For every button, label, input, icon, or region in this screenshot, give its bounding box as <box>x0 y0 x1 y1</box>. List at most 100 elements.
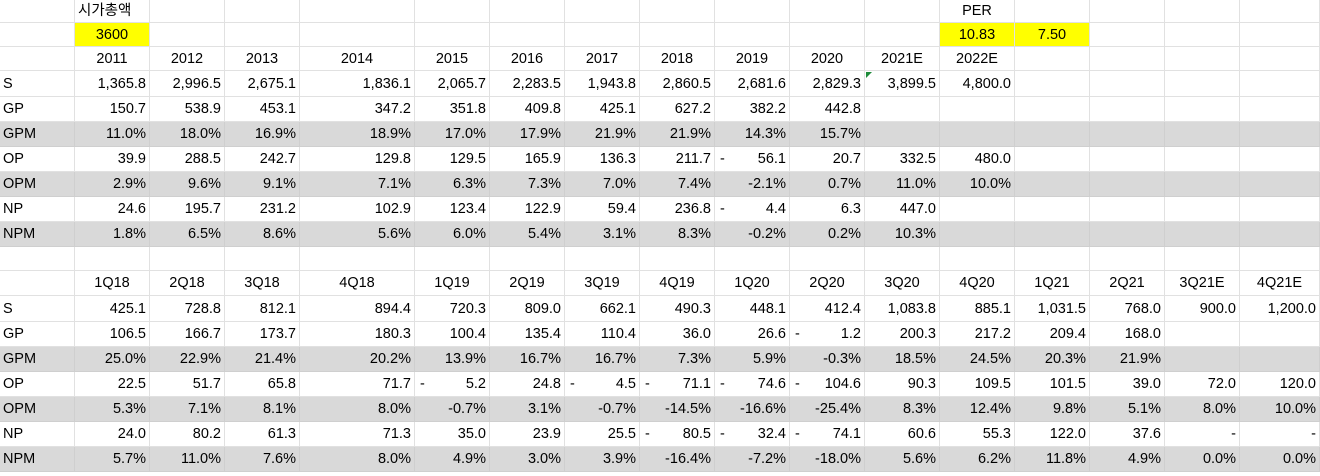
data-cell[interactable]: 11.0% <box>865 172 940 197</box>
data-cell[interactable]: 25.0% <box>75 347 150 372</box>
data-cell[interactable]: 129.8 <box>300 147 415 172</box>
empty-cell[interactable] <box>1015 71 1090 97</box>
empty-cell[interactable] <box>225 247 300 271</box>
quarter-header[interactable]: 4Q21E <box>1240 271 1320 296</box>
data-cell[interactable]: 9.8% <box>1015 397 1090 422</box>
empty-cell[interactable] <box>1240 197 1320 222</box>
empty-cell[interactable] <box>1015 47 1090 71</box>
data-cell[interactable]: 1,200.0 <box>1240 296 1320 322</box>
data-cell[interactable]: - 80.5 <box>640 422 715 447</box>
row-label[interactable]: GPM <box>0 122 75 147</box>
data-cell[interactable]: 24.6 <box>75 197 150 222</box>
empty-cell[interactable] <box>75 247 150 271</box>
empty-cell[interactable] <box>1165 172 1240 197</box>
empty-cell[interactable] <box>1165 47 1240 71</box>
data-cell[interactable]: 80.2 <box>150 422 225 447</box>
data-cell[interactable]: - 71.1 <box>640 372 715 397</box>
quarter-header[interactable]: 1Q21 <box>1015 271 1090 296</box>
data-cell[interactable]: -0.7% <box>565 397 640 422</box>
year-header[interactable]: 2018 <box>640 47 715 71</box>
data-cell[interactable] <box>940 97 1015 122</box>
empty-cell[interactable] <box>1090 172 1165 197</box>
empty-cell[interactable] <box>150 0 225 23</box>
data-cell[interactable]: 22.5 <box>75 372 150 397</box>
data-cell[interactable]: 55.3 <box>940 422 1015 447</box>
data-cell[interactable]: 2,675.1 <box>225 71 300 97</box>
data-cell[interactable] <box>940 122 1015 147</box>
data-cell[interactable]: 2,283.5 <box>490 71 565 97</box>
data-cell[interactable] <box>865 97 940 122</box>
empty-cell[interactable] <box>1240 247 1320 271</box>
data-cell[interactable]: 100.4 <box>415 322 490 347</box>
data-cell[interactable]: 442.8 <box>790 97 865 122</box>
data-cell[interactable]: 12.4% <box>940 397 1015 422</box>
empty-cell[interactable] <box>1165 97 1240 122</box>
data-cell[interactable]: 65.8 <box>225 372 300 397</box>
empty-cell[interactable] <box>940 247 1015 271</box>
data-cell[interactable]: 3.1% <box>490 397 565 422</box>
empty-cell[interactable] <box>1015 97 1090 122</box>
empty-cell[interactable] <box>225 23 300 47</box>
data-cell[interactable]: 11.0% <box>150 447 225 472</box>
data-cell[interactable]: 106.5 <box>75 322 150 347</box>
data-cell[interactable]: 39.9 <box>75 147 150 172</box>
data-cell[interactable]: 8.3% <box>640 222 715 247</box>
data-cell[interactable] <box>1165 347 1240 372</box>
data-cell[interactable] <box>940 222 1015 247</box>
year-header[interactable]: 2014 <box>300 47 415 71</box>
data-cell[interactable]: 768.0 <box>1090 296 1165 322</box>
data-cell[interactable]: 150.7 <box>75 97 150 122</box>
data-cell[interactable]: 18.9% <box>300 122 415 147</box>
empty-cell[interactable] <box>300 0 415 23</box>
data-cell[interactable]: 21.9% <box>565 122 640 147</box>
data-cell[interactable]: 22.9% <box>150 347 225 372</box>
row-label[interactable]: OP <box>0 372 75 397</box>
data-cell[interactable]: 5.6% <box>865 447 940 472</box>
quarter-header[interactable]: 4Q19 <box>640 271 715 296</box>
data-cell[interactable]: -25.4% <box>790 397 865 422</box>
data-cell[interactable]: 11.8% <box>1015 447 1090 472</box>
data-cell[interactable]: 122.0 <box>1015 422 1090 447</box>
row-label[interactable]: NP <box>0 422 75 447</box>
data-cell[interactable]: -18.0% <box>790 447 865 472</box>
data-cell[interactable]: 3.1% <box>565 222 640 247</box>
quarter-header[interactable]: 1Q20 <box>715 271 790 296</box>
empty-cell[interactable] <box>715 23 790 47</box>
data-cell[interactable]: 123.4 <box>415 197 490 222</box>
data-cell[interactable] <box>1240 347 1320 372</box>
data-cell[interactable]: 2,829.3 <box>790 71 865 97</box>
data-cell[interactable]: 7.4% <box>640 172 715 197</box>
empty-cell[interactable] <box>790 0 865 23</box>
data-cell[interactable]: 231.2 <box>225 197 300 222</box>
data-cell[interactable]: 7.3% <box>640 347 715 372</box>
data-cell[interactable]: 23.9 <box>490 422 565 447</box>
market-cap-value[interactable]: 3600 <box>75 23 150 47</box>
year-header[interactable]: 2016 <box>490 47 565 71</box>
data-cell[interactable]: 72.0 <box>1165 372 1240 397</box>
data-cell[interactable]: 129.5 <box>415 147 490 172</box>
data-cell[interactable]: 332.5 <box>865 147 940 172</box>
data-cell[interactable]: 90.3 <box>865 372 940 397</box>
quarter-header[interactable]: 3Q21E <box>1165 271 1240 296</box>
data-cell[interactable]: 59.4 <box>565 197 640 222</box>
data-cell[interactable]: 728.8 <box>150 296 225 322</box>
data-cell[interactable]: 15.7% <box>790 122 865 147</box>
data-cell[interactable]: 200.3 <box>865 322 940 347</box>
data-cell[interactable]: 6.0% <box>415 222 490 247</box>
empty-cell[interactable] <box>0 47 75 71</box>
data-cell[interactable]: 18.0% <box>150 122 225 147</box>
data-cell[interactable]: 17.0% <box>415 122 490 147</box>
data-cell[interactable]: 20.7 <box>790 147 865 172</box>
empty-cell[interactable] <box>1165 222 1240 247</box>
data-cell[interactable]: 242.7 <box>225 147 300 172</box>
empty-cell[interactable] <box>1090 122 1165 147</box>
empty-cell[interactable] <box>1090 0 1165 23</box>
empty-cell[interactable] <box>790 23 865 47</box>
data-cell[interactable]: 1,083.8 <box>865 296 940 322</box>
data-cell[interactable]: 812.1 <box>225 296 300 322</box>
empty-cell[interactable] <box>415 247 490 271</box>
data-cell[interactable]: 3.0% <box>490 447 565 472</box>
row-label[interactable]: OPM <box>0 172 75 197</box>
data-cell[interactable]: 8.1% <box>225 397 300 422</box>
data-cell[interactable]: 7.6% <box>225 447 300 472</box>
